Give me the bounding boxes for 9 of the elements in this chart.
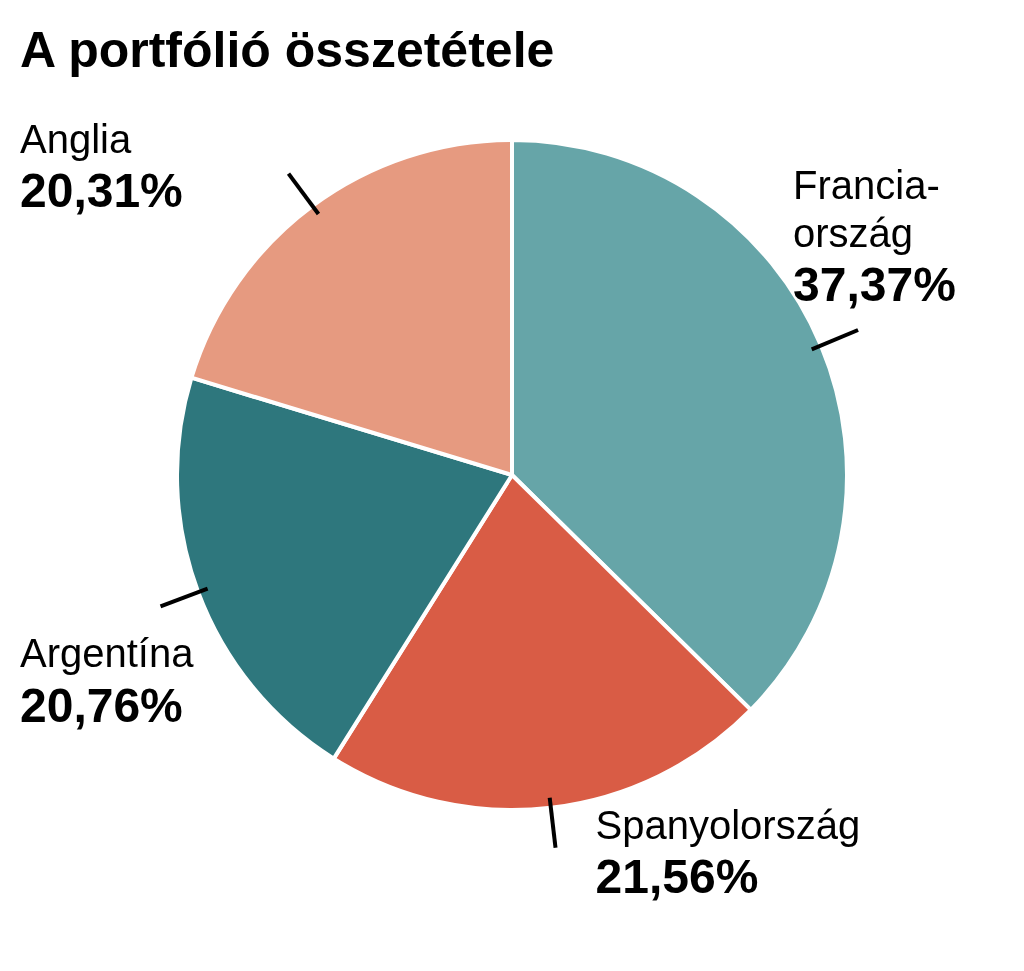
data-label: 20,31% xyxy=(20,163,183,217)
data-label: 21,56% xyxy=(595,849,759,903)
chart-title: A portfólió összetétele xyxy=(19,21,556,80)
slice-label: Anglia xyxy=(20,116,132,161)
data-label: 20,76% xyxy=(20,678,183,732)
slice-label: Argentína xyxy=(20,631,195,676)
slice-label: Francia-ország xyxy=(793,163,940,256)
data-label: 37,37% xyxy=(793,258,956,312)
slice-label: Spanyolország xyxy=(595,802,861,847)
